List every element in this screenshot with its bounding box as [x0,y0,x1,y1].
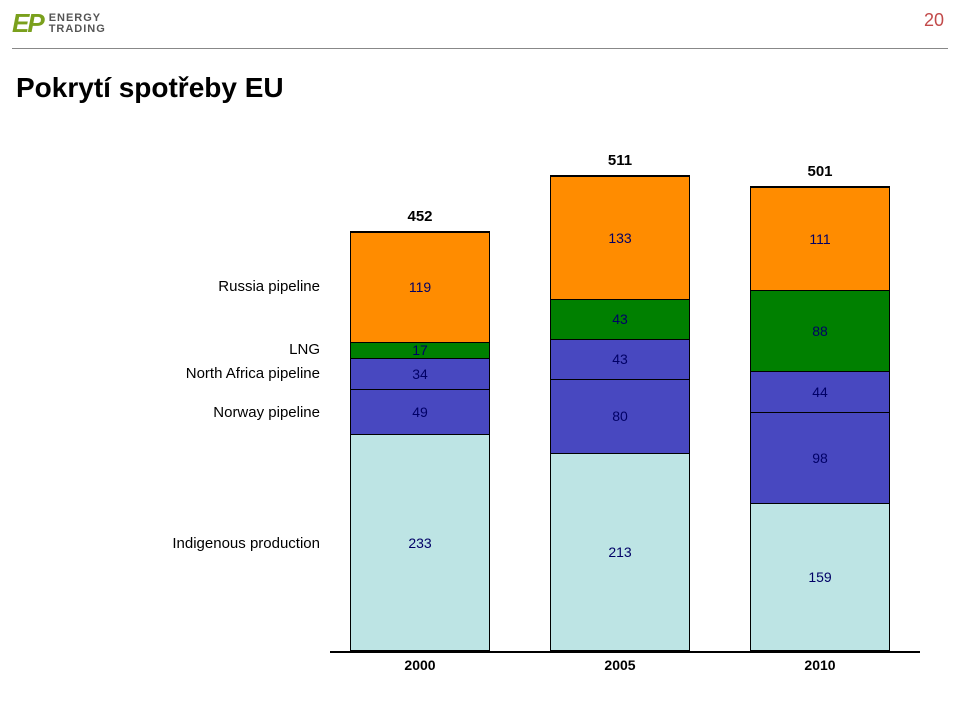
bar-2005: 511133434380213 [550,175,690,651]
segment-north-africa-pipeline: 43 [551,339,689,379]
segment-russia-pipeline: 119 [351,232,489,342]
segment-value-label: 98 [812,450,828,466]
logo-line1: ENERGY [49,13,106,24]
category-label: Indigenous production [172,535,320,552]
x-axis-label: 2000 [404,657,435,673]
logo-text: ENERGY TRADING [49,13,106,35]
segment-value-label: 119 [409,279,431,295]
logo-line2: TRADING [49,24,106,35]
header: EP ENERGY TRADING [12,8,948,49]
category-label: Norway pipeline [213,404,320,421]
x-axis-labels: 2000 2005 2010 [330,657,920,677]
segment-value-label: 233 [408,535,431,551]
logo: EP ENERGY TRADING [12,8,106,39]
segment-norway-pipeline: 80 [551,379,689,453]
segment-lng: 43 [551,299,689,339]
category-label: North Africa pipeline [186,365,320,382]
segment-norway-pipeline: 49 [351,389,489,434]
bar-2000: 452119173449233 [350,231,490,651]
segment-value-label: 111 [809,231,830,247]
x-axis-label: 2010 [804,657,835,673]
stacked-bar-chart: 200020052010 452119173449233511133434380… [330,160,920,673]
segment-value-label: 159 [808,569,831,585]
segment-value-label: 43 [612,311,628,327]
x-axis [330,651,920,653]
page-number: 20 [924,10,944,31]
segment-value-label: 44 [812,384,828,400]
segment-lng: 88 [751,290,889,371]
segment-russia-pipeline: 111 [751,187,889,290]
segment-north-africa-pipeline: 44 [751,371,889,412]
category-label: LNG [289,341,320,358]
segment-value-label: 34 [412,366,428,382]
segment-value-label: 49 [412,404,428,420]
bar-total-label: 501 [751,163,889,180]
segment-russia-pipeline: 133 [551,176,689,299]
page-title: Pokrytí spotřeby EU [16,72,284,104]
bar-total-label: 452 [351,208,489,225]
segment-indigenous-production: 159 [751,503,889,650]
segment-value-label: 43 [612,351,628,367]
segment-value-label: 17 [412,342,428,358]
segment-lng: 17 [351,342,489,358]
segment-value-label: 80 [612,408,628,424]
category-label: Russia pipeline [218,278,320,295]
segment-value-label: 88 [812,323,828,339]
segment-value-label: 133 [608,230,631,246]
segment-norway-pipeline: 98 [751,412,889,503]
segment-value-label: 213 [608,544,631,560]
segment-indigenous-production: 213 [551,453,689,650]
bar-total-label: 511 [551,152,689,169]
logo-mark: EP [12,8,43,39]
segment-north-africa-pipeline: 34 [351,358,489,389]
x-axis-label: 2005 [604,657,635,673]
bar-2010: 501111884498159 [750,186,890,651]
segment-indigenous-production: 233 [351,434,489,650]
